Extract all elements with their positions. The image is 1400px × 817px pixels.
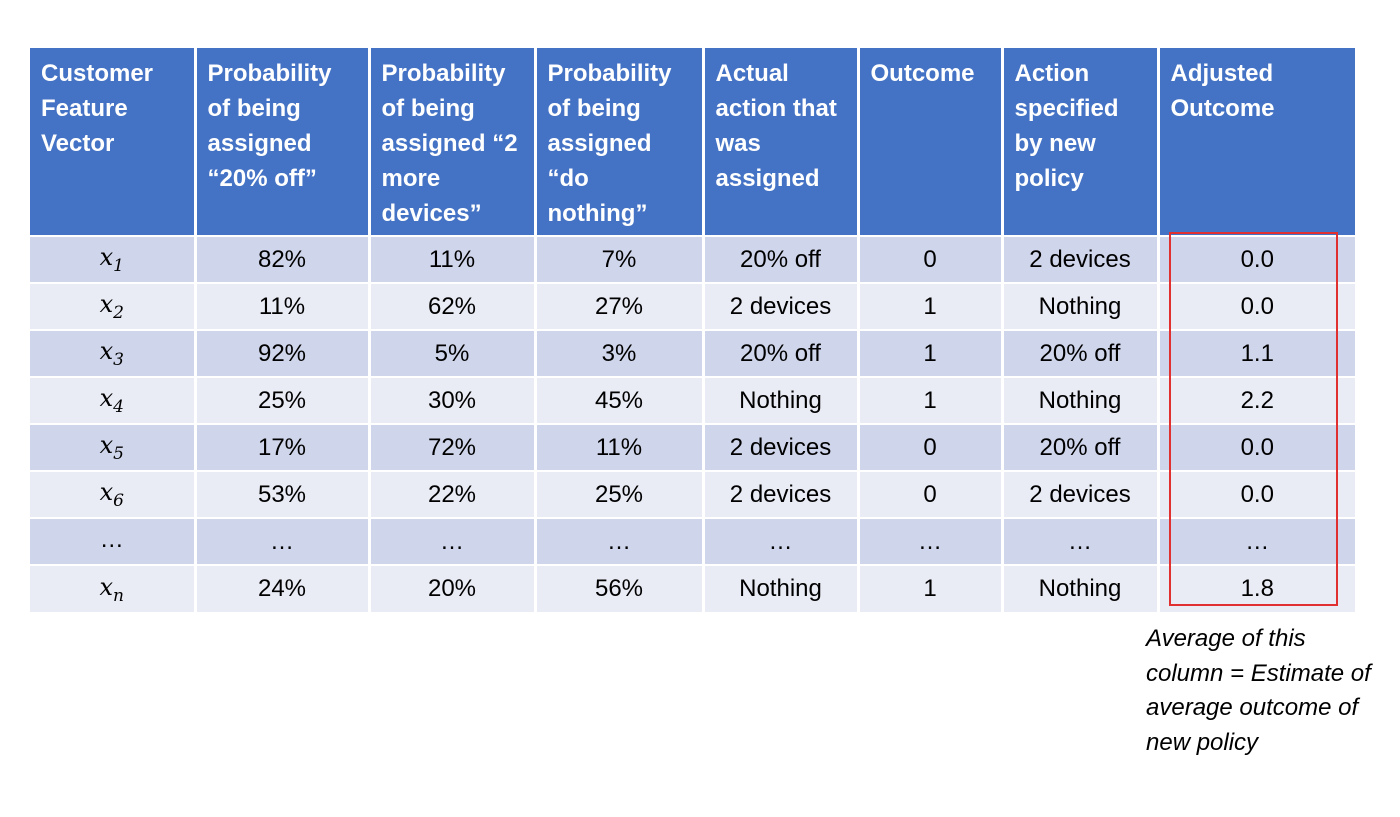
feature-subscript: 6 (113, 491, 124, 511)
adjusted-outcome-cell: 1.8 (1158, 564, 1355, 612)
prob-nothing-cell: … (535, 517, 705, 565)
prob-20-off-cell: 24% (195, 564, 371, 612)
adjusted-outcome-cell: 2.2 (1158, 376, 1355, 424)
outcome-cell: 0 (858, 470, 1004, 518)
table-row: x1 82% 11% 7% 20% off 0 2 devices 0.0 (30, 235, 1355, 283)
actual-action-cell: 20% off (703, 329, 860, 377)
table-row: xn 24% 20% 56% Nothing 1 Nothing 1.8 (30, 564, 1355, 612)
new-policy-action-cell: 2 devices (1002, 470, 1160, 518)
prob-2-devices-cell: 30% (369, 376, 537, 424)
header-prob-nothing: Probability of being assigned “do nothin… (535, 48, 705, 236)
outcome-cell: 1 (858, 282, 1004, 330)
feature-subscript: 3 (113, 350, 124, 370)
prob-nothing-cell: 27% (535, 282, 705, 330)
prob-nothing-cell: 25% (535, 470, 705, 518)
header-new-policy-action: Action specified by new policy (1002, 48, 1160, 236)
actual-action-cell: 2 devices (703, 470, 860, 518)
feature-subscript: 1 (113, 256, 124, 276)
feature-subscript: 5 (113, 444, 124, 464)
feature-subscript: n (113, 585, 124, 606)
outcome-cell: … (858, 517, 1004, 565)
prob-20-off-cell: 92% (195, 329, 371, 377)
feature-vector-cell: x3 (30, 329, 197, 377)
adjusted-outcome-cell: 0.0 (1158, 235, 1355, 283)
table-row: x6 53% 22% 25% 2 devices 0 2 devices 0.0 (30, 470, 1355, 518)
feature-vector-cell: xn (30, 564, 197, 612)
adjusted-outcome-cell: 0.0 (1158, 470, 1355, 518)
adjusted-outcome-cell: 0.0 (1158, 423, 1355, 471)
feature-subscript: 4 (113, 397, 124, 417)
feature-subscript: 2 (113, 303, 124, 323)
outcome-cell: 1 (858, 564, 1004, 612)
prob-20-off-cell: 17% (195, 423, 371, 471)
outcome-cell: 1 (858, 329, 1004, 377)
average-note: Average of this column = Estimate of ave… (1146, 625, 1371, 756)
prob-2-devices-cell: 11% (369, 235, 537, 283)
feature-vector-cell: x6 (30, 470, 197, 518)
feature-vector-cell: x4 (30, 376, 197, 424)
header-outcome: Outcome (858, 48, 1004, 236)
prob-20-off-cell: … (195, 517, 371, 565)
table-row: x5 17% 72% 11% 2 devices 0 20% off 0.0 (30, 423, 1355, 471)
header-prob-20-off: Probability of being assigned “20% off” (195, 48, 371, 236)
feature-vector-cell: x1 (30, 235, 197, 283)
adjusted-outcome-cell: … (1158, 517, 1355, 565)
prob-nothing-cell: 45% (535, 376, 705, 424)
actual-action-cell: 2 devices (703, 282, 860, 330)
feature-var: x (99, 243, 114, 271)
prob-2-devices-cell: 20% (369, 564, 537, 612)
prob-2-devices-cell: 62% (369, 282, 537, 330)
feature-var: x (99, 290, 114, 318)
actual-action-cell: 2 devices (703, 423, 860, 471)
table-row: x4 25% 30% 45% Nothing 1 Nothing 2.2 (30, 376, 1355, 424)
new-policy-action-cell: Nothing (1002, 376, 1160, 424)
new-policy-action-cell: … (1002, 517, 1160, 565)
prob-20-off-cell: 11% (195, 282, 371, 330)
prob-2-devices-cell: 22% (369, 470, 537, 518)
feature-vector-cell: … (30, 517, 197, 565)
feature-vector-cell: x2 (30, 282, 197, 330)
feature-var: … (99, 526, 124, 553)
actual-action-cell: 20% off (703, 235, 860, 283)
outcome-cell: 0 (858, 423, 1004, 471)
prob-2-devices-cell: … (369, 517, 537, 565)
prob-20-off-cell: 53% (195, 470, 371, 518)
prob-20-off-cell: 25% (195, 376, 371, 424)
prob-20-off-cell: 82% (195, 235, 371, 283)
table-row: x2 11% 62% 27% 2 devices 1 Nothing 0.0 (30, 282, 1355, 330)
header-adjusted-outcome: Adjusted Outcome (1158, 48, 1355, 236)
policy-evaluation-table: Customer Feature Vector Probability of b… (30, 48, 1355, 612)
new-policy-action-cell: 2 devices (1002, 235, 1160, 283)
adjusted-outcome-cell: 0.0 (1158, 282, 1355, 330)
feature-var: x (99, 431, 114, 459)
new-policy-action-cell: Nothing (1002, 564, 1160, 612)
actual-action-cell: Nothing (703, 376, 860, 424)
actual-action-cell: Nothing (703, 564, 860, 612)
header-row: Customer Feature Vector Probability of b… (30, 48, 1355, 236)
new-policy-action-cell: 20% off (1002, 423, 1160, 471)
adjusted-outcome-cell: 1.1 (1158, 329, 1355, 377)
header-actual-action: Actual action that was assigned (703, 48, 860, 236)
feature-var: x (99, 478, 114, 506)
outcome-cell: 0 (858, 235, 1004, 283)
outcome-cell: 1 (858, 376, 1004, 424)
prob-nothing-cell: 3% (535, 329, 705, 377)
prob-nothing-cell: 11% (535, 423, 705, 471)
new-policy-action-cell: Nothing (1002, 282, 1160, 330)
header-feature-vector: Customer Feature Vector (30, 48, 197, 236)
feature-var: x (99, 572, 114, 601)
table-row-ellipsis: … … … … … … … … (30, 517, 1355, 565)
feature-var: x (99, 337, 114, 365)
prob-2-devices-cell: 72% (369, 423, 537, 471)
actual-action-cell: … (703, 517, 860, 565)
feature-var: x (99, 384, 114, 412)
new-policy-action-cell: 20% off (1002, 329, 1160, 377)
feature-vector-cell: x5 (30, 423, 197, 471)
table-row: x3 92% 5% 3% 20% off 1 20% off 1.1 (30, 329, 1355, 377)
prob-nothing-cell: 56% (535, 564, 705, 612)
prob-nothing-cell: 7% (535, 235, 705, 283)
header-prob-2-devices: Probability of being assigned “2 more de… (369, 48, 537, 236)
prob-2-devices-cell: 5% (369, 329, 537, 377)
